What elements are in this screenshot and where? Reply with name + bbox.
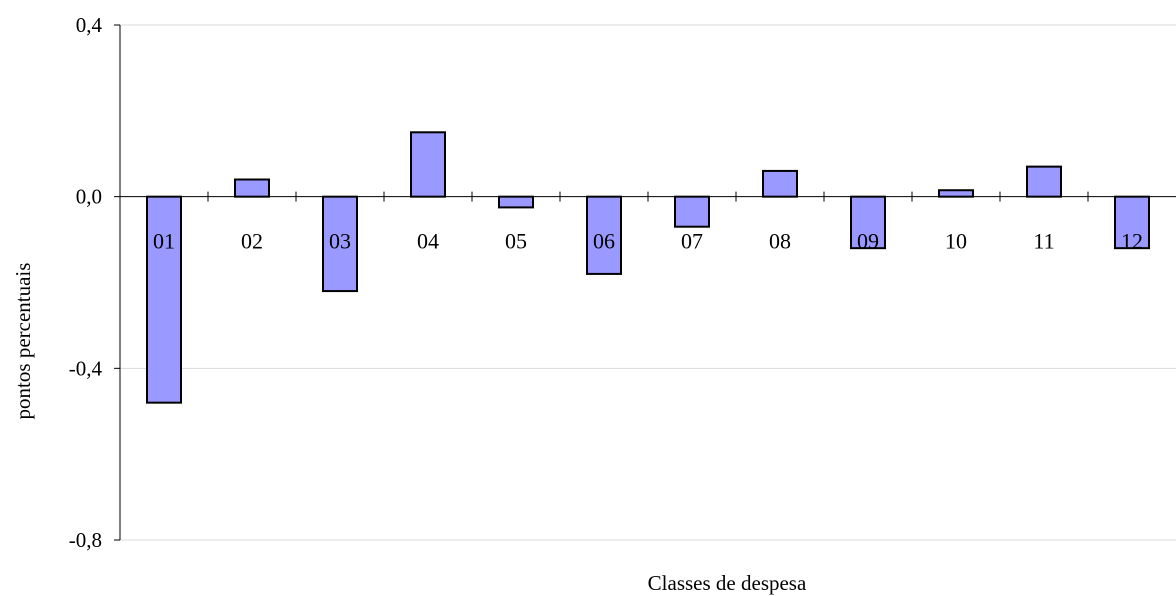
category-label: 10 bbox=[945, 229, 967, 254]
bar-02 bbox=[234, 178, 270, 198]
y-tick-label: 0,4 bbox=[76, 13, 103, 37]
bar-03 bbox=[322, 195, 358, 293]
bar-05 bbox=[498, 195, 534, 209]
category-label: 01 bbox=[153, 229, 175, 254]
y-tick-label: 0,0 bbox=[76, 185, 102, 209]
y-tick-labels: -0,8 -0,4 0,0 0,4 bbox=[69, 13, 103, 552]
y-tick-label: -0,8 bbox=[69, 528, 102, 552]
bar-07 bbox=[674, 195, 710, 228]
category-labels: 01 02 03 04 05 06 07 08 09 10 11 12 bbox=[153, 229, 1143, 254]
bar-09 bbox=[850, 195, 886, 250]
bar-04 bbox=[410, 131, 446, 198]
category-label: 12 bbox=[1121, 229, 1143, 254]
category-label: 02 bbox=[241, 229, 263, 254]
bar-10 bbox=[938, 189, 974, 198]
bars bbox=[146, 131, 1150, 404]
y-axis-title: pontos percentuais bbox=[11, 263, 35, 420]
bar-12 bbox=[1114, 195, 1150, 250]
category-label: 09 bbox=[857, 229, 879, 254]
category-label: 04 bbox=[417, 229, 439, 254]
category-label: 05 bbox=[505, 229, 527, 254]
gridlines bbox=[120, 24, 1176, 541]
category-label: 11 bbox=[1033, 229, 1054, 254]
bar-01 bbox=[146, 195, 182, 404]
category-label: 07 bbox=[681, 229, 703, 254]
category-label: 08 bbox=[769, 229, 791, 254]
bar-08 bbox=[762, 169, 798, 198]
y-tick-label: -0,4 bbox=[69, 356, 103, 380]
category-label: 03 bbox=[329, 229, 351, 254]
axes bbox=[114, 24, 1176, 541]
x-axis-title: Classes de despesa bbox=[648, 571, 807, 595]
category-label: 06 bbox=[593, 229, 615, 254]
bar-11 bbox=[1026, 165, 1062, 198]
